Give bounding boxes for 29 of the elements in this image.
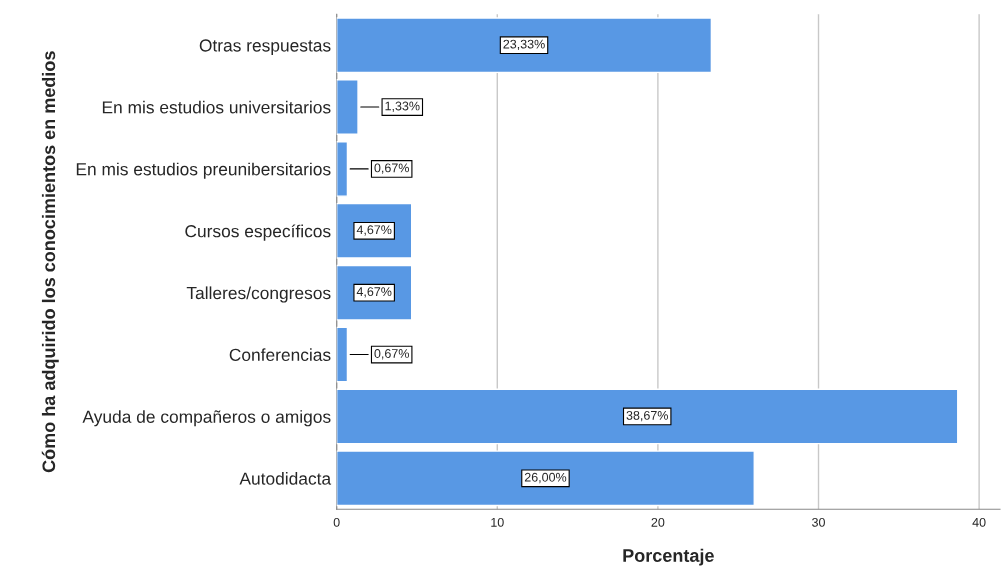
y-tick-label: Ayuda de compañeros o amigos — [82, 410, 331, 427]
y-tick-label: Autodidacta — [239, 472, 332, 485]
x-tick-label: 0 — [333, 517, 340, 527]
y-tick-label: Cursos específicos — [185, 224, 331, 241]
data-label: 4,67% — [356, 287, 392, 298]
bar — [336, 79, 359, 135]
bar — [336, 450, 755, 507]
data-label: 4,67% — [356, 225, 392, 236]
y-tick-label: En mis estudios preunibersitarios — [76, 162, 331, 179]
x-tick-label: 10 — [491, 517, 504, 527]
x-tick-label: 30 — [812, 517, 825, 527]
data-label: 23,33% — [503, 39, 545, 50]
bar — [336, 17, 713, 74]
data-label: 38,67% — [626, 410, 668, 422]
bar — [336, 388, 959, 445]
y-tick-label: En mis estudios universitarios — [102, 100, 331, 114]
bar — [336, 141, 349, 197]
y-axis-title: Cómo ha adquirido los conocimientos en medios — [41, 51, 59, 473]
x-tick-label: 20 — [651, 517, 665, 527]
data-label: 0,67% — [374, 163, 409, 174]
bar — [336, 326, 349, 383]
x-axis-title: Porcentaje — [623, 548, 714, 566]
y-tick-label: Conferencias — [229, 348, 331, 362]
data-label: 26,00% — [524, 472, 567, 484]
y-tick-label: Otras respuestas — [199, 39, 331, 56]
data-label: 0,67% — [374, 349, 409, 360]
x-tick-label: 40 — [972, 517, 986, 527]
y-tick-label: Talleres/congresos — [186, 286, 331, 303]
data-label: 1,33% — [385, 101, 420, 112]
